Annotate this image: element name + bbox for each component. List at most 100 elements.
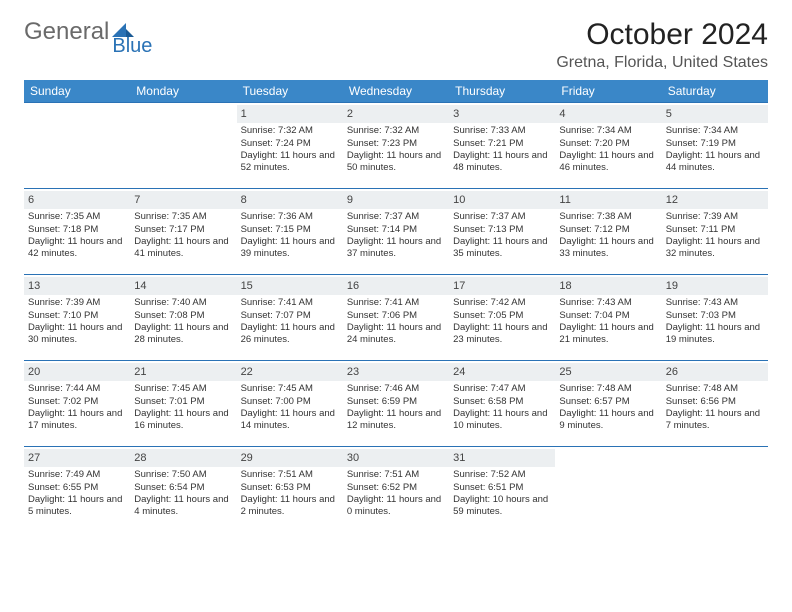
day-number: 18: [555, 277, 661, 295]
sunset-text: Sunset: 6:55 PM: [28, 482, 126, 494]
calendar-grid: SundayMondayTuesdayWednesdayThursdayFrid…: [24, 80, 768, 532]
day-number: 4: [555, 105, 661, 123]
day-number: 9: [343, 191, 449, 209]
logo-text-blue: Blue: [112, 35, 152, 58]
day-number: 16: [343, 277, 449, 295]
sunrise-text: Sunrise: 7:45 AM: [241, 383, 339, 395]
day-number: 12: [662, 191, 768, 209]
sunrise-text: Sunrise: 7:37 AM: [453, 211, 551, 223]
calendar-day-cell: 9Sunrise: 7:37 AMSunset: 7:14 PMDaylight…: [343, 188, 449, 274]
calendar-day-cell: 15Sunrise: 7:41 AMSunset: 7:07 PMDayligh…: [237, 274, 343, 360]
sunrise-text: Sunrise: 7:48 AM: [559, 383, 657, 395]
sunrise-text: Sunrise: 7:46 AM: [347, 383, 445, 395]
sunrise-text: Sunrise: 7:37 AM: [347, 211, 445, 223]
calendar-day-header: Saturday: [662, 80, 768, 102]
sunset-text: Sunset: 7:24 PM: [241, 138, 339, 150]
daylight-text: Daylight: 10 hours and 59 minutes.: [453, 494, 551, 519]
header: General Blue October 2024 Gretna, Florid…: [24, 18, 768, 72]
sunset-text: Sunset: 7:18 PM: [28, 224, 126, 236]
calendar-day-cell: 25Sunrise: 7:48 AMSunset: 6:57 PMDayligh…: [555, 360, 661, 446]
sunset-text: Sunset: 7:01 PM: [134, 396, 232, 408]
calendar-day-cell: 30Sunrise: 7:51 AMSunset: 6:52 PMDayligh…: [343, 446, 449, 532]
day-number: 31: [449, 449, 555, 467]
calendar-day-cell: 5Sunrise: 7:34 AMSunset: 7:19 PMDaylight…: [662, 102, 768, 188]
sunrise-text: Sunrise: 7:48 AM: [666, 383, 764, 395]
day-number: 27: [24, 449, 130, 467]
calendar-day-cell: 10Sunrise: 7:37 AMSunset: 7:13 PMDayligh…: [449, 188, 555, 274]
sunset-text: Sunset: 7:07 PM: [241, 310, 339, 322]
calendar-day-cell: 7Sunrise: 7:35 AMSunset: 7:17 PMDaylight…: [130, 188, 236, 274]
sunset-text: Sunset: 7:15 PM: [241, 224, 339, 236]
sunrise-text: Sunrise: 7:44 AM: [28, 383, 126, 395]
title-block: October 2024 Gretna, Florida, United Sta…: [556, 18, 768, 72]
sunrise-text: Sunrise: 7:47 AM: [453, 383, 551, 395]
day-number: 30: [343, 449, 449, 467]
calendar-day-cell: 17Sunrise: 7:42 AMSunset: 7:05 PMDayligh…: [449, 274, 555, 360]
daylight-text: Daylight: 11 hours and 19 minutes.: [666, 322, 764, 347]
calendar-day-header: Sunday: [24, 80, 130, 102]
day-number: 23: [343, 363, 449, 381]
calendar-day-cell: 14Sunrise: 7:40 AMSunset: 7:08 PMDayligh…: [130, 274, 236, 360]
sunrise-text: Sunrise: 7:43 AM: [666, 297, 764, 309]
daylight-text: Daylight: 11 hours and 26 minutes.: [241, 322, 339, 347]
calendar-day-header: Friday: [555, 80, 661, 102]
day-number: 8: [237, 191, 343, 209]
daylight-text: Daylight: 11 hours and 41 minutes.: [134, 236, 232, 261]
sunset-text: Sunset: 6:53 PM: [241, 482, 339, 494]
calendar-day-cell: 13Sunrise: 7:39 AMSunset: 7:10 PMDayligh…: [24, 274, 130, 360]
calendar-empty-cell: [24, 102, 130, 188]
sunset-text: Sunset: 6:51 PM: [453, 482, 551, 494]
sunrise-text: Sunrise: 7:39 AM: [666, 211, 764, 223]
sunrise-text: Sunrise: 7:40 AM: [134, 297, 232, 309]
daylight-text: Daylight: 11 hours and 52 minutes.: [241, 150, 339, 175]
sunrise-text: Sunrise: 7:33 AM: [453, 125, 551, 137]
calendar-day-cell: 28Sunrise: 7:50 AMSunset: 6:54 PMDayligh…: [130, 446, 236, 532]
daylight-text: Daylight: 11 hours and 33 minutes.: [559, 236, 657, 261]
day-number: 25: [555, 363, 661, 381]
calendar-day-cell: 26Sunrise: 7:48 AMSunset: 6:56 PMDayligh…: [662, 360, 768, 446]
day-number: 22: [237, 363, 343, 381]
sunset-text: Sunset: 7:04 PM: [559, 310, 657, 322]
day-number: 1: [237, 105, 343, 123]
daylight-text: Daylight: 11 hours and 4 minutes.: [134, 494, 232, 519]
sunset-text: Sunset: 7:10 PM: [28, 310, 126, 322]
sunset-text: Sunset: 6:54 PM: [134, 482, 232, 494]
sunset-text: Sunset: 7:12 PM: [559, 224, 657, 236]
daylight-text: Daylight: 11 hours and 12 minutes.: [347, 408, 445, 433]
calendar-day-cell: 3Sunrise: 7:33 AMSunset: 7:21 PMDaylight…: [449, 102, 555, 188]
calendar-day-header: Thursday: [449, 80, 555, 102]
daylight-text: Daylight: 11 hours and 17 minutes.: [28, 408, 126, 433]
page-title: October 2024: [556, 18, 768, 52]
day-number: 6: [24, 191, 130, 209]
sunrise-text: Sunrise: 7:34 AM: [666, 125, 764, 137]
daylight-text: Daylight: 11 hours and 39 minutes.: [241, 236, 339, 261]
calendar-day-cell: 4Sunrise: 7:34 AMSunset: 7:20 PMDaylight…: [555, 102, 661, 188]
day-number: 11: [555, 191, 661, 209]
daylight-text: Daylight: 11 hours and 42 minutes.: [28, 236, 126, 261]
daylight-text: Daylight: 11 hours and 44 minutes.: [666, 150, 764, 175]
sunset-text: Sunset: 6:58 PM: [453, 396, 551, 408]
logo-text-general: General: [24, 18, 109, 46]
sunrise-text: Sunrise: 7:38 AM: [559, 211, 657, 223]
daylight-text: Daylight: 11 hours and 30 minutes.: [28, 322, 126, 347]
calendar-day-cell: 11 Sunrise: 7:38 AMSunset: 7:12 PMDayligh…: [555, 188, 661, 274]
daylight-text: Daylight: 11 hours and 16 minutes.: [134, 408, 232, 433]
calendar-day-cell: 2Sunrise: 7:32 AMSunset: 7:23 PMDaylight…: [343, 102, 449, 188]
day-number: 2: [343, 105, 449, 123]
day-number: 14: [130, 277, 236, 295]
daylight-text: Daylight: 11 hours and 0 minutes.: [347, 494, 445, 519]
sunset-text: Sunset: 7:05 PM: [453, 310, 551, 322]
daylight-text: Daylight: 11 hours and 9 minutes.: [559, 408, 657, 433]
calendar-day-header: Tuesday: [237, 80, 343, 102]
sunrise-text: Sunrise: 7:51 AM: [241, 469, 339, 481]
daylight-text: Daylight: 11 hours and 23 minutes.: [453, 322, 551, 347]
day-number: 15: [237, 277, 343, 295]
daylight-text: Daylight: 11 hours and 32 minutes.: [666, 236, 764, 261]
daylight-text: Daylight: 11 hours and 21 minutes.: [559, 322, 657, 347]
calendar-day-cell: 6Sunrise: 7:35 AMSunset: 7:18 PMDaylight…: [24, 188, 130, 274]
daylight-text: Daylight: 11 hours and 10 minutes.: [453, 408, 551, 433]
calendar-day-cell: 16Sunrise: 7:41 AMSunset: 7:06 PMDayligh…: [343, 274, 449, 360]
calendar-day-cell: 19Sunrise: 7:43 AMSunset: 7:03 PMDayligh…: [662, 274, 768, 360]
sunset-text: Sunset: 7:14 PM: [347, 224, 445, 236]
calendar-day-cell: 18Sunrise: 7:43 AMSunset: 7:04 PMDayligh…: [555, 274, 661, 360]
